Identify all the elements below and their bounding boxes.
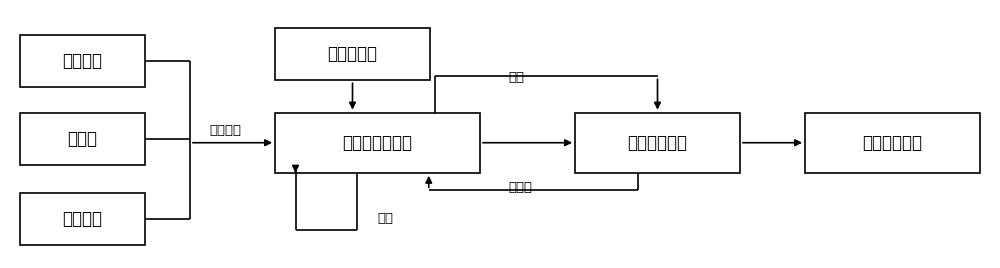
Text: 压力传感器: 压力传感器 — [328, 45, 378, 63]
FancyBboxPatch shape — [275, 28, 430, 80]
FancyBboxPatch shape — [20, 35, 145, 87]
FancyBboxPatch shape — [575, 113, 740, 173]
FancyBboxPatch shape — [275, 113, 480, 173]
Text: 甲烷化反应器: 甲烷化反应器 — [628, 134, 688, 152]
Text: 渗滤液: 渗滤液 — [508, 181, 532, 194]
Text: 厌氧污泥: 厌氧污泥 — [62, 52, 103, 70]
Text: 气体: 气体 — [508, 71, 524, 84]
Text: 金鱼石: 金鱼石 — [68, 130, 98, 148]
FancyBboxPatch shape — [20, 113, 145, 165]
Text: 回流: 回流 — [377, 212, 393, 225]
Text: 气体收集装置: 气体收集装置 — [863, 134, 923, 152]
FancyBboxPatch shape — [805, 113, 980, 173]
Text: 水解酸化反应器: 水解酸化反应器 — [342, 134, 413, 152]
Text: 混合均匀: 混合均匀 — [209, 124, 241, 137]
Text: 餐厨垃圾: 餐厨垃圾 — [62, 210, 103, 228]
FancyBboxPatch shape — [20, 193, 145, 245]
